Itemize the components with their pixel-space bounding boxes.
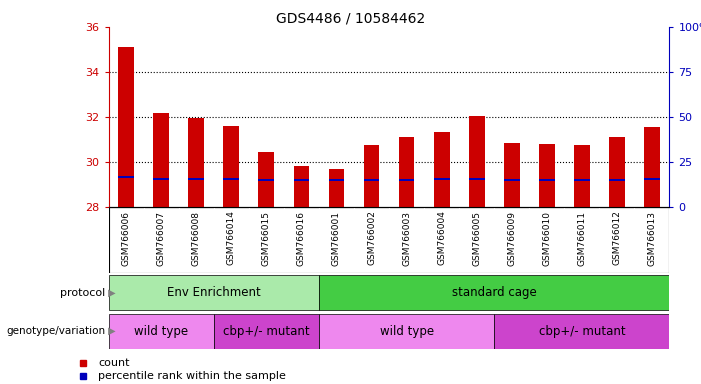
Text: GSM766016: GSM766016: [297, 210, 306, 266]
Text: wild type: wild type: [134, 325, 189, 338]
Bar: [539, 144, 554, 207]
Text: GSM766013: GSM766013: [648, 210, 656, 266]
Text: GSM766012: GSM766012: [613, 210, 621, 265]
Text: GSM766008: GSM766008: [192, 210, 200, 266]
Text: count: count: [98, 358, 130, 368]
Text: percentile rank within the sample: percentile rank within the sample: [98, 371, 286, 381]
Text: GSM766009: GSM766009: [508, 210, 516, 266]
Bar: [434, 132, 449, 207]
Text: GSM766007: GSM766007: [157, 210, 165, 266]
Text: GSM766003: GSM766003: [402, 210, 411, 266]
Text: standard cage: standard cage: [452, 286, 536, 299]
Bar: [504, 143, 519, 207]
Text: GSM766005: GSM766005: [472, 210, 481, 266]
Text: GSM766006: GSM766006: [122, 210, 130, 266]
Text: ▶: ▶: [105, 326, 116, 336]
Text: GSM766001: GSM766001: [332, 210, 341, 266]
Bar: [574, 145, 590, 207]
Bar: [399, 137, 414, 207]
Bar: [644, 127, 660, 207]
Text: GSM766010: GSM766010: [543, 210, 551, 266]
Text: wild type: wild type: [379, 325, 434, 338]
Text: Env Enrichment: Env Enrichment: [167, 286, 261, 299]
Bar: [259, 152, 274, 207]
Text: GSM766014: GSM766014: [227, 210, 236, 265]
Bar: [224, 178, 239, 180]
Bar: [294, 179, 309, 181]
Text: GSM766004: GSM766004: [437, 210, 446, 265]
Bar: [109, 314, 214, 349]
Bar: [574, 179, 590, 181]
Text: GSM766002: GSM766002: [367, 210, 376, 265]
Bar: [609, 179, 625, 181]
Text: protocol: protocol: [60, 288, 105, 298]
Bar: [469, 116, 484, 207]
Bar: [469, 178, 484, 180]
Bar: [539, 179, 554, 181]
Bar: [189, 178, 204, 180]
Bar: [118, 176, 134, 178]
Text: genotype/variation: genotype/variation: [6, 326, 105, 336]
Bar: [399, 179, 414, 181]
Bar: [154, 178, 169, 180]
Bar: [329, 179, 344, 181]
Bar: [329, 169, 344, 207]
Bar: [319, 275, 669, 310]
Bar: [224, 126, 239, 207]
Text: GSM766011: GSM766011: [578, 210, 586, 266]
Text: GSM766015: GSM766015: [262, 210, 271, 266]
Bar: [294, 166, 309, 207]
Bar: [154, 113, 169, 207]
Bar: [609, 137, 625, 207]
Bar: [364, 145, 379, 207]
Text: cbp+/- mutant: cbp+/- mutant: [223, 325, 310, 338]
Bar: [319, 314, 494, 349]
Bar: [434, 178, 449, 180]
Bar: [644, 178, 660, 180]
Bar: [109, 275, 319, 310]
Bar: [364, 179, 379, 181]
Text: cbp+/- mutant: cbp+/- mutant: [538, 325, 625, 338]
Bar: [214, 314, 319, 349]
Bar: [504, 179, 519, 181]
Bar: [259, 179, 274, 181]
Bar: [189, 118, 204, 207]
Text: GDS4486 / 10584462: GDS4486 / 10584462: [276, 12, 425, 25]
Bar: [494, 314, 669, 349]
Text: ▶: ▶: [105, 288, 116, 298]
Bar: [118, 47, 134, 207]
